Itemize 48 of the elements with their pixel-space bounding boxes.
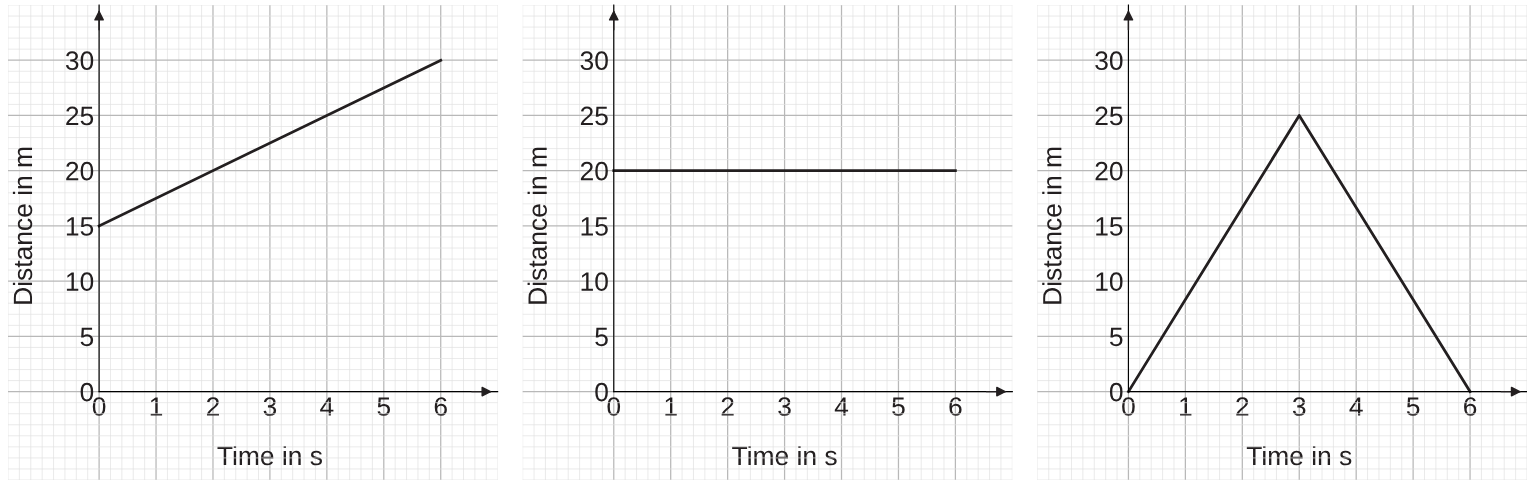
- x-tick-label: 1: [150, 397, 163, 416]
- y-tick-label: 20: [66, 161, 94, 181]
- x-tick-label: 4: [834, 397, 849, 416]
- y-tick-label: 0: [1109, 382, 1123, 402]
- y-tick-label: 25: [1095, 106, 1123, 126]
- y-axis-title: Distance in m: [527, 147, 547, 304]
- x-tick-label: 5: [1406, 397, 1420, 416]
- x-axis-title: Time in s: [1246, 445, 1352, 466]
- x-tick-label: 6: [1464, 397, 1477, 416]
- x-tick-label: 2: [206, 397, 219, 416]
- x-tick-label: 3: [1292, 397, 1306, 416]
- x-tick-label: 2: [1236, 397, 1249, 416]
- y-tick-label: 30: [580, 51, 608, 71]
- x-axis-title: Time in s: [217, 445, 322, 466]
- y-tick-label: 30: [65, 51, 94, 71]
- x-tick-label: 1: [1180, 397, 1192, 416]
- y-axis-title: Distance in m: [1042, 147, 1062, 304]
- x-tick-label: 4: [1349, 397, 1363, 416]
- x-tick-label: 5: [892, 397, 905, 416]
- y-tick-label: 15: [1096, 217, 1123, 236]
- y-tick-label: 10: [66, 272, 94, 291]
- y-tick-label: 20: [580, 161, 608, 181]
- y-tick-label: 5: [1109, 327, 1123, 347]
- y-tick-label: 5: [80, 327, 94, 347]
- x-tick-label: 6: [949, 397, 962, 416]
- x-tick-label: 4: [320, 397, 334, 416]
- x-tick-label: 1: [665, 397, 677, 416]
- x-tick-label: 3: [778, 397, 791, 416]
- x-tick-label: 2: [721, 397, 734, 416]
- y-tick-label: 25: [66, 106, 94, 126]
- x-tick-label: 0: [1122, 397, 1135, 416]
- x-tick-label: 6: [434, 397, 447, 416]
- y-axis-title: Distance in m: [12, 147, 33, 304]
- y-tick-label: 15: [66, 217, 94, 236]
- y-tick-label: 5: [595, 327, 608, 347]
- y-tick-label: 30: [1095, 51, 1123, 71]
- y-tick-label: 0: [80, 382, 94, 402]
- x-tick-label: 5: [377, 397, 391, 416]
- y-tick-label: 10: [581, 272, 608, 291]
- x-tick-label: 0: [607, 397, 621, 416]
- x-axis-title: Time in s: [732, 445, 837, 466]
- x-tick-label: 3: [263, 397, 277, 416]
- y-tick-label: 15: [581, 217, 608, 236]
- x-tick-label: 0: [92, 397, 106, 416]
- y-tick-label: 20: [1095, 161, 1123, 181]
- y-tick-label: 0: [595, 382, 608, 402]
- y-tick-label: 10: [1096, 272, 1123, 291]
- y-tick-label: 25: [580, 106, 608, 126]
